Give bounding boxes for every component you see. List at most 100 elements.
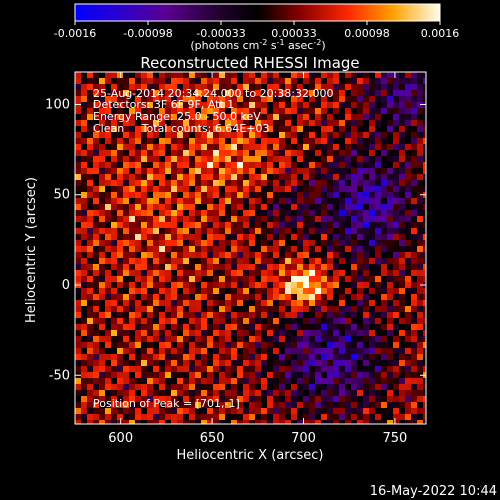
heatmap-cell	[387, 300, 394, 307]
heatmap-cell	[183, 102, 190, 109]
heatmap-cell	[135, 228, 142, 235]
heatmap-cell	[105, 90, 112, 97]
heatmap-cell	[135, 198, 142, 205]
heatmap-cell	[339, 96, 346, 103]
heatmap-cell	[339, 114, 346, 121]
heatmap-cell	[153, 174, 160, 181]
heatmap-cell	[117, 378, 124, 385]
heatmap-cell	[231, 396, 238, 403]
heatmap-cell	[183, 222, 190, 229]
heatmap-cell	[369, 414, 376, 421]
heatmap-cell	[345, 366, 352, 373]
heatmap-cell	[417, 402, 424, 409]
heatmap-cell	[381, 114, 388, 121]
heatmap-cell	[267, 180, 274, 187]
heatmap-cell	[135, 138, 142, 145]
heatmap-cell	[183, 288, 190, 295]
heatmap-cell	[279, 270, 286, 277]
heatmap-cell	[285, 420, 292, 424]
heatmap-cell	[141, 102, 148, 109]
heatmap-cell	[303, 186, 310, 193]
heatmap-cell	[249, 84, 256, 91]
heatmap-cell	[423, 378, 426, 385]
heatmap-cell	[303, 252, 310, 259]
heatmap-cell	[213, 186, 220, 193]
heatmap-cell	[375, 408, 382, 415]
heatmap-cell	[147, 342, 154, 349]
heatmap-cell	[333, 348, 340, 355]
heatmap-cell	[225, 390, 232, 397]
heatmap-cell	[111, 276, 118, 283]
heatmap-cell	[183, 192, 190, 199]
heatmap-cell	[309, 228, 316, 235]
heatmap-cell	[321, 234, 328, 241]
heatmap-cell	[327, 342, 334, 349]
heatmap-cell	[87, 78, 94, 85]
heatmap-cell	[219, 408, 226, 415]
heatmap-cell	[375, 216, 382, 223]
colorbar-unit-label: (photons cm-2 s-1 asec-2)	[190, 38, 325, 52]
heatmap-cell	[297, 294, 304, 301]
heatmap-cell	[261, 156, 268, 163]
heatmap-cell	[249, 366, 256, 373]
heatmap-cell	[237, 102, 244, 109]
heatmap-cell	[225, 324, 232, 331]
heatmap-cell	[387, 114, 394, 121]
heatmap-cell	[129, 168, 136, 175]
heatmap-cell	[411, 252, 418, 259]
heatmap-cell	[231, 198, 238, 205]
heatmap-cell	[99, 132, 106, 139]
heatmap-cell	[411, 186, 418, 193]
heatmap-cell	[231, 126, 238, 133]
heatmap-cell	[177, 72, 184, 79]
heatmap-cell	[219, 90, 226, 97]
heatmap-cell	[231, 150, 238, 157]
heatmap-cell	[309, 114, 316, 121]
heatmap-cell	[117, 234, 124, 241]
heatmap-cell	[333, 168, 340, 175]
heatmap-cell	[333, 162, 340, 169]
heatmap-cell	[111, 258, 118, 265]
heatmap-cell	[315, 270, 322, 277]
heatmap-cell	[327, 264, 334, 271]
heatmap-cell	[147, 366, 154, 373]
heatmap-cell	[297, 180, 304, 187]
heatmap-cell	[375, 234, 382, 241]
heatmap-cell	[369, 78, 376, 85]
heatmap-cell	[303, 294, 310, 301]
heatmap-cell	[273, 390, 280, 397]
heatmap-cell	[363, 126, 370, 133]
heatmap-cell	[75, 186, 82, 193]
heatmap-cell	[405, 168, 412, 175]
heatmap-cell	[327, 252, 334, 259]
heatmap-cell	[153, 228, 160, 235]
heatmap-cell	[93, 204, 100, 211]
heatmap-cell	[153, 120, 160, 127]
heatmap-cell	[123, 384, 130, 391]
heatmap-cell	[375, 114, 382, 121]
heatmap-cell	[207, 414, 214, 421]
heatmap-cell	[201, 198, 208, 205]
heatmap-cell	[243, 396, 250, 403]
heatmap-cell	[327, 192, 334, 199]
heatmap-cell	[315, 414, 322, 421]
heatmap-cell	[285, 270, 292, 277]
heatmap-cell	[189, 402, 196, 409]
heatmap-cell	[201, 216, 208, 223]
heatmap-cell	[417, 96, 424, 103]
heatmap-cell	[417, 168, 424, 175]
heatmap-cell	[279, 144, 286, 151]
heatmap-cell	[81, 318, 88, 325]
heatmap-cell	[393, 102, 400, 109]
heatmap-cell	[357, 222, 364, 229]
heatmap-cell	[135, 204, 142, 211]
heatmap-cell	[165, 156, 172, 163]
heatmap-cell	[273, 102, 280, 109]
heatmap-cell	[321, 360, 328, 367]
heatmap-cell	[219, 120, 226, 127]
heatmap-cell	[225, 156, 232, 163]
heatmap-cell	[333, 198, 340, 205]
heatmap-cell	[243, 276, 250, 283]
heatmap-cell	[93, 192, 100, 199]
heatmap-cell	[231, 162, 238, 169]
